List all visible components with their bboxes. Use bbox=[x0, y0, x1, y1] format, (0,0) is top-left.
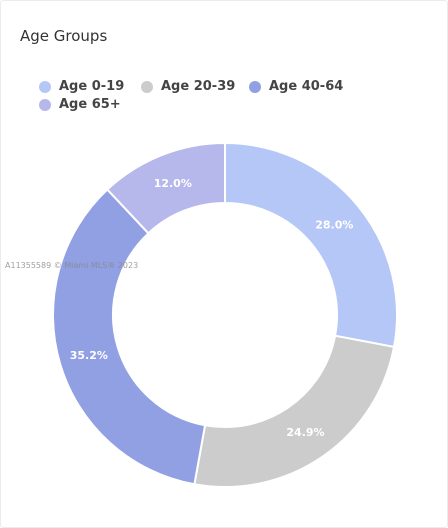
chart-title: Age Groups bbox=[20, 27, 108, 45]
slice-value-label: 24.9% bbox=[286, 426, 324, 439]
slice-value-label: 28.0% bbox=[315, 218, 353, 231]
legend-swatch bbox=[39, 80, 51, 93]
legend-item-age-40-64[interactable]: Age 40-64 bbox=[249, 79, 343, 94]
legend-label: Age 65+ bbox=[59, 97, 121, 112]
donut-slice-age-20-39[interactable] bbox=[193, 334, 396, 488]
legend-label: Age 40-64 bbox=[269, 79, 344, 94]
donut-slice-age-40-64[interactable] bbox=[52, 188, 207, 486]
legend-item-age-20-39[interactable]: Age 20-39 bbox=[141, 79, 235, 94]
legend-swatch bbox=[141, 80, 153, 93]
donut-slice-age-0-19[interactable] bbox=[224, 141, 398, 349]
legend-item-age-0-19[interactable]: Age 0-19 bbox=[39, 79, 124, 94]
legend-swatch bbox=[249, 80, 261, 93]
legend-label: Age 20-39 bbox=[161, 79, 236, 94]
legend-label: Age 0-19 bbox=[59, 79, 125, 94]
watermark: A11355589 © Miami MLS® 2023 bbox=[5, 261, 139, 270]
legend-item-age-65-plus[interactable]: Age 65+ bbox=[39, 97, 121, 112]
slice-value-label: 35.2% bbox=[70, 349, 108, 362]
donut-slice-age-65-[interactable] bbox=[105, 141, 226, 235]
legend-swatch bbox=[39, 98, 51, 111]
slice-value-label: 12.0% bbox=[154, 177, 192, 190]
